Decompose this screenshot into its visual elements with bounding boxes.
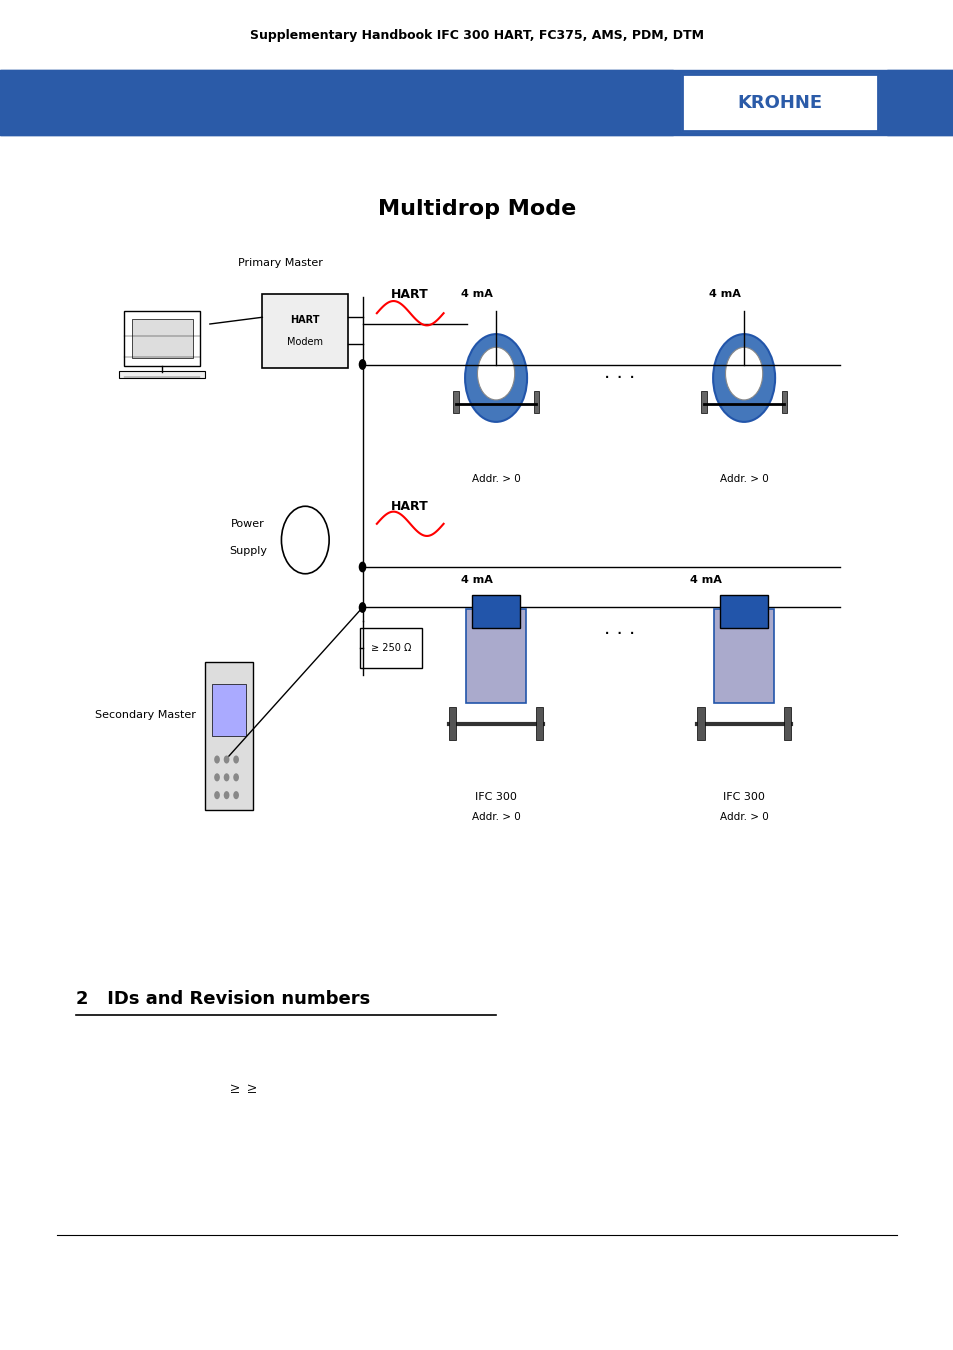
Bar xyxy=(262,294,348,369)
Circle shape xyxy=(233,756,238,764)
Circle shape xyxy=(477,347,515,400)
Bar xyxy=(536,707,543,740)
Circle shape xyxy=(233,774,238,782)
Circle shape xyxy=(223,791,229,799)
Text: IV: IV xyxy=(231,1081,240,1092)
Text: Addr. > 0: Addr. > 0 xyxy=(719,474,768,485)
Circle shape xyxy=(358,562,366,572)
Circle shape xyxy=(712,335,774,421)
Bar xyxy=(453,392,458,413)
Text: · · ·: · · · xyxy=(604,625,635,644)
Circle shape xyxy=(213,791,219,799)
Bar xyxy=(713,609,774,703)
Text: 4 mA: 4 mA xyxy=(708,289,740,300)
Bar xyxy=(212,683,246,736)
Text: Secondary Master: Secondary Master xyxy=(95,710,196,721)
Bar xyxy=(359,628,421,668)
Circle shape xyxy=(465,335,527,421)
Circle shape xyxy=(213,774,219,782)
Bar xyxy=(124,312,200,366)
Text: Primary Master: Primary Master xyxy=(238,258,323,269)
Text: HART: HART xyxy=(391,288,429,301)
Text: · · ·: · · · xyxy=(604,369,635,387)
Text: Addr. > 0: Addr. > 0 xyxy=(471,811,520,822)
Bar xyxy=(781,392,786,413)
Circle shape xyxy=(358,359,366,370)
Text: Supply: Supply xyxy=(229,545,267,556)
Circle shape xyxy=(233,791,238,799)
Text: HART: HART xyxy=(291,315,319,325)
Bar xyxy=(700,392,706,413)
Bar xyxy=(119,371,205,378)
Bar xyxy=(720,595,767,628)
Text: 4 mA: 4 mA xyxy=(689,575,721,586)
Bar xyxy=(696,707,703,740)
Circle shape xyxy=(223,756,229,764)
Text: IV: IV xyxy=(248,1081,257,1092)
Text: KROHNE: KROHNE xyxy=(737,93,821,112)
Bar xyxy=(472,595,519,628)
Text: Modem: Modem xyxy=(287,336,323,347)
Circle shape xyxy=(213,756,219,764)
Bar xyxy=(132,320,193,358)
Bar xyxy=(205,662,253,810)
Bar xyxy=(782,707,791,740)
Text: Supplementary Handbook IFC 300 HART, FC375, AMS, PDM, DTM: Supplementary Handbook IFC 300 HART, FC3… xyxy=(250,28,703,42)
Bar xyxy=(681,74,877,131)
Circle shape xyxy=(358,602,366,613)
Bar xyxy=(0,70,953,135)
Circle shape xyxy=(724,347,762,400)
Text: IFC 300: IFC 300 xyxy=(475,791,517,802)
Bar xyxy=(886,70,953,135)
Bar xyxy=(0,70,672,135)
Text: 2   IDs and Revision numbers: 2 IDs and Revision numbers xyxy=(76,990,370,1008)
Text: 4 mA: 4 mA xyxy=(460,289,493,300)
Text: ≥ 250 Ω: ≥ 250 Ω xyxy=(371,643,411,653)
Bar xyxy=(465,609,526,703)
Bar xyxy=(533,392,538,413)
Text: IFC 300: IFC 300 xyxy=(722,791,764,802)
Text: HART: HART xyxy=(391,500,429,513)
Circle shape xyxy=(223,774,229,782)
Text: Power: Power xyxy=(231,518,265,529)
Text: Addr. > 0: Addr. > 0 xyxy=(719,811,768,822)
Text: Addr. > 0: Addr. > 0 xyxy=(471,474,520,485)
Bar xyxy=(448,707,456,740)
Bar xyxy=(681,74,877,131)
Text: Multidrop Mode: Multidrop Mode xyxy=(377,200,576,219)
Text: 4 mA: 4 mA xyxy=(460,575,493,586)
